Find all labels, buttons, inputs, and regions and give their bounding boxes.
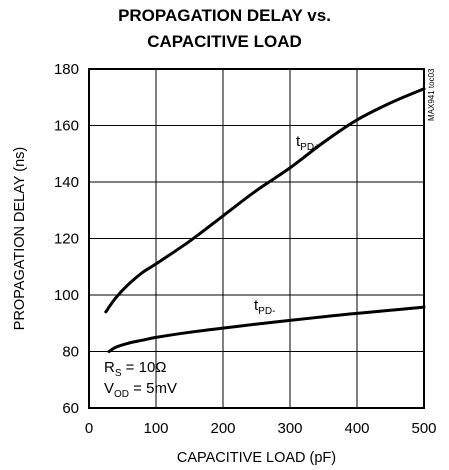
chart-title-line2: CAPACITIVE LOAD [147,32,302,51]
plot-frame [88,68,425,409]
y-tick-label-180: 180 [54,61,79,78]
series-line-0 [104,87,426,314]
series-label-tpd-plus: tPD+ [296,133,320,153]
chart-title-line1: PROPAGATION DELAY vs. [118,6,331,25]
x-tick-label-300: 300 [277,420,302,437]
annotation-vod: VOD = 5mV [104,380,177,400]
series-label-tpd-plus-sub: PD+ [300,142,320,153]
y-tick-label-120: 120 [54,231,79,248]
series-label-tpd-plus-main: t [296,133,301,150]
annotation-rs: RS = 10Ω [104,359,167,379]
series-group [104,87,426,353]
y-tick-label-160: 160 [54,118,79,135]
annotation-rs-main: R [104,359,115,376]
series-label-tpd-minus-sub: PD- [258,306,275,317]
y-tick-labels: 60 80 100 120 140 160 180 [54,61,79,417]
annotation-rs-value: = 10Ω [122,359,167,376]
watermark: MAX941 toc03 [427,68,436,121]
y-tick-label-140: 140 [54,174,79,191]
x-tick-label-0: 0 [85,420,93,437]
annotation-vod-value: = 5mV [129,380,177,397]
x-tick-label-500: 500 [411,420,436,437]
series-label-tpd-minus-main: t [254,297,259,314]
grid [89,69,424,408]
series-label-tpd-minus: tPD- [254,297,275,317]
x-tick-label-200: 200 [210,420,235,437]
x-tick-label-100: 100 [143,420,168,437]
annotation-vod-sub: OD [114,389,129,400]
x-tick-label-400: 400 [344,420,369,437]
y-tick-label-60: 60 [62,400,79,417]
y-axis-label: PROPAGATION DELAY (ns) [12,147,28,330]
x-axis-label: CAPACITIVE LOAD (pF) [177,450,336,466]
annotation-vod-main: V [104,380,114,397]
y-tick-label-80: 80 [62,344,79,361]
series-line-1 [107,305,426,353]
x-tick-labels: 0 100 200 300 400 500 [85,420,437,437]
y-tick-label-100: 100 [54,287,79,304]
annotation-rs-sub: S [115,368,122,379]
